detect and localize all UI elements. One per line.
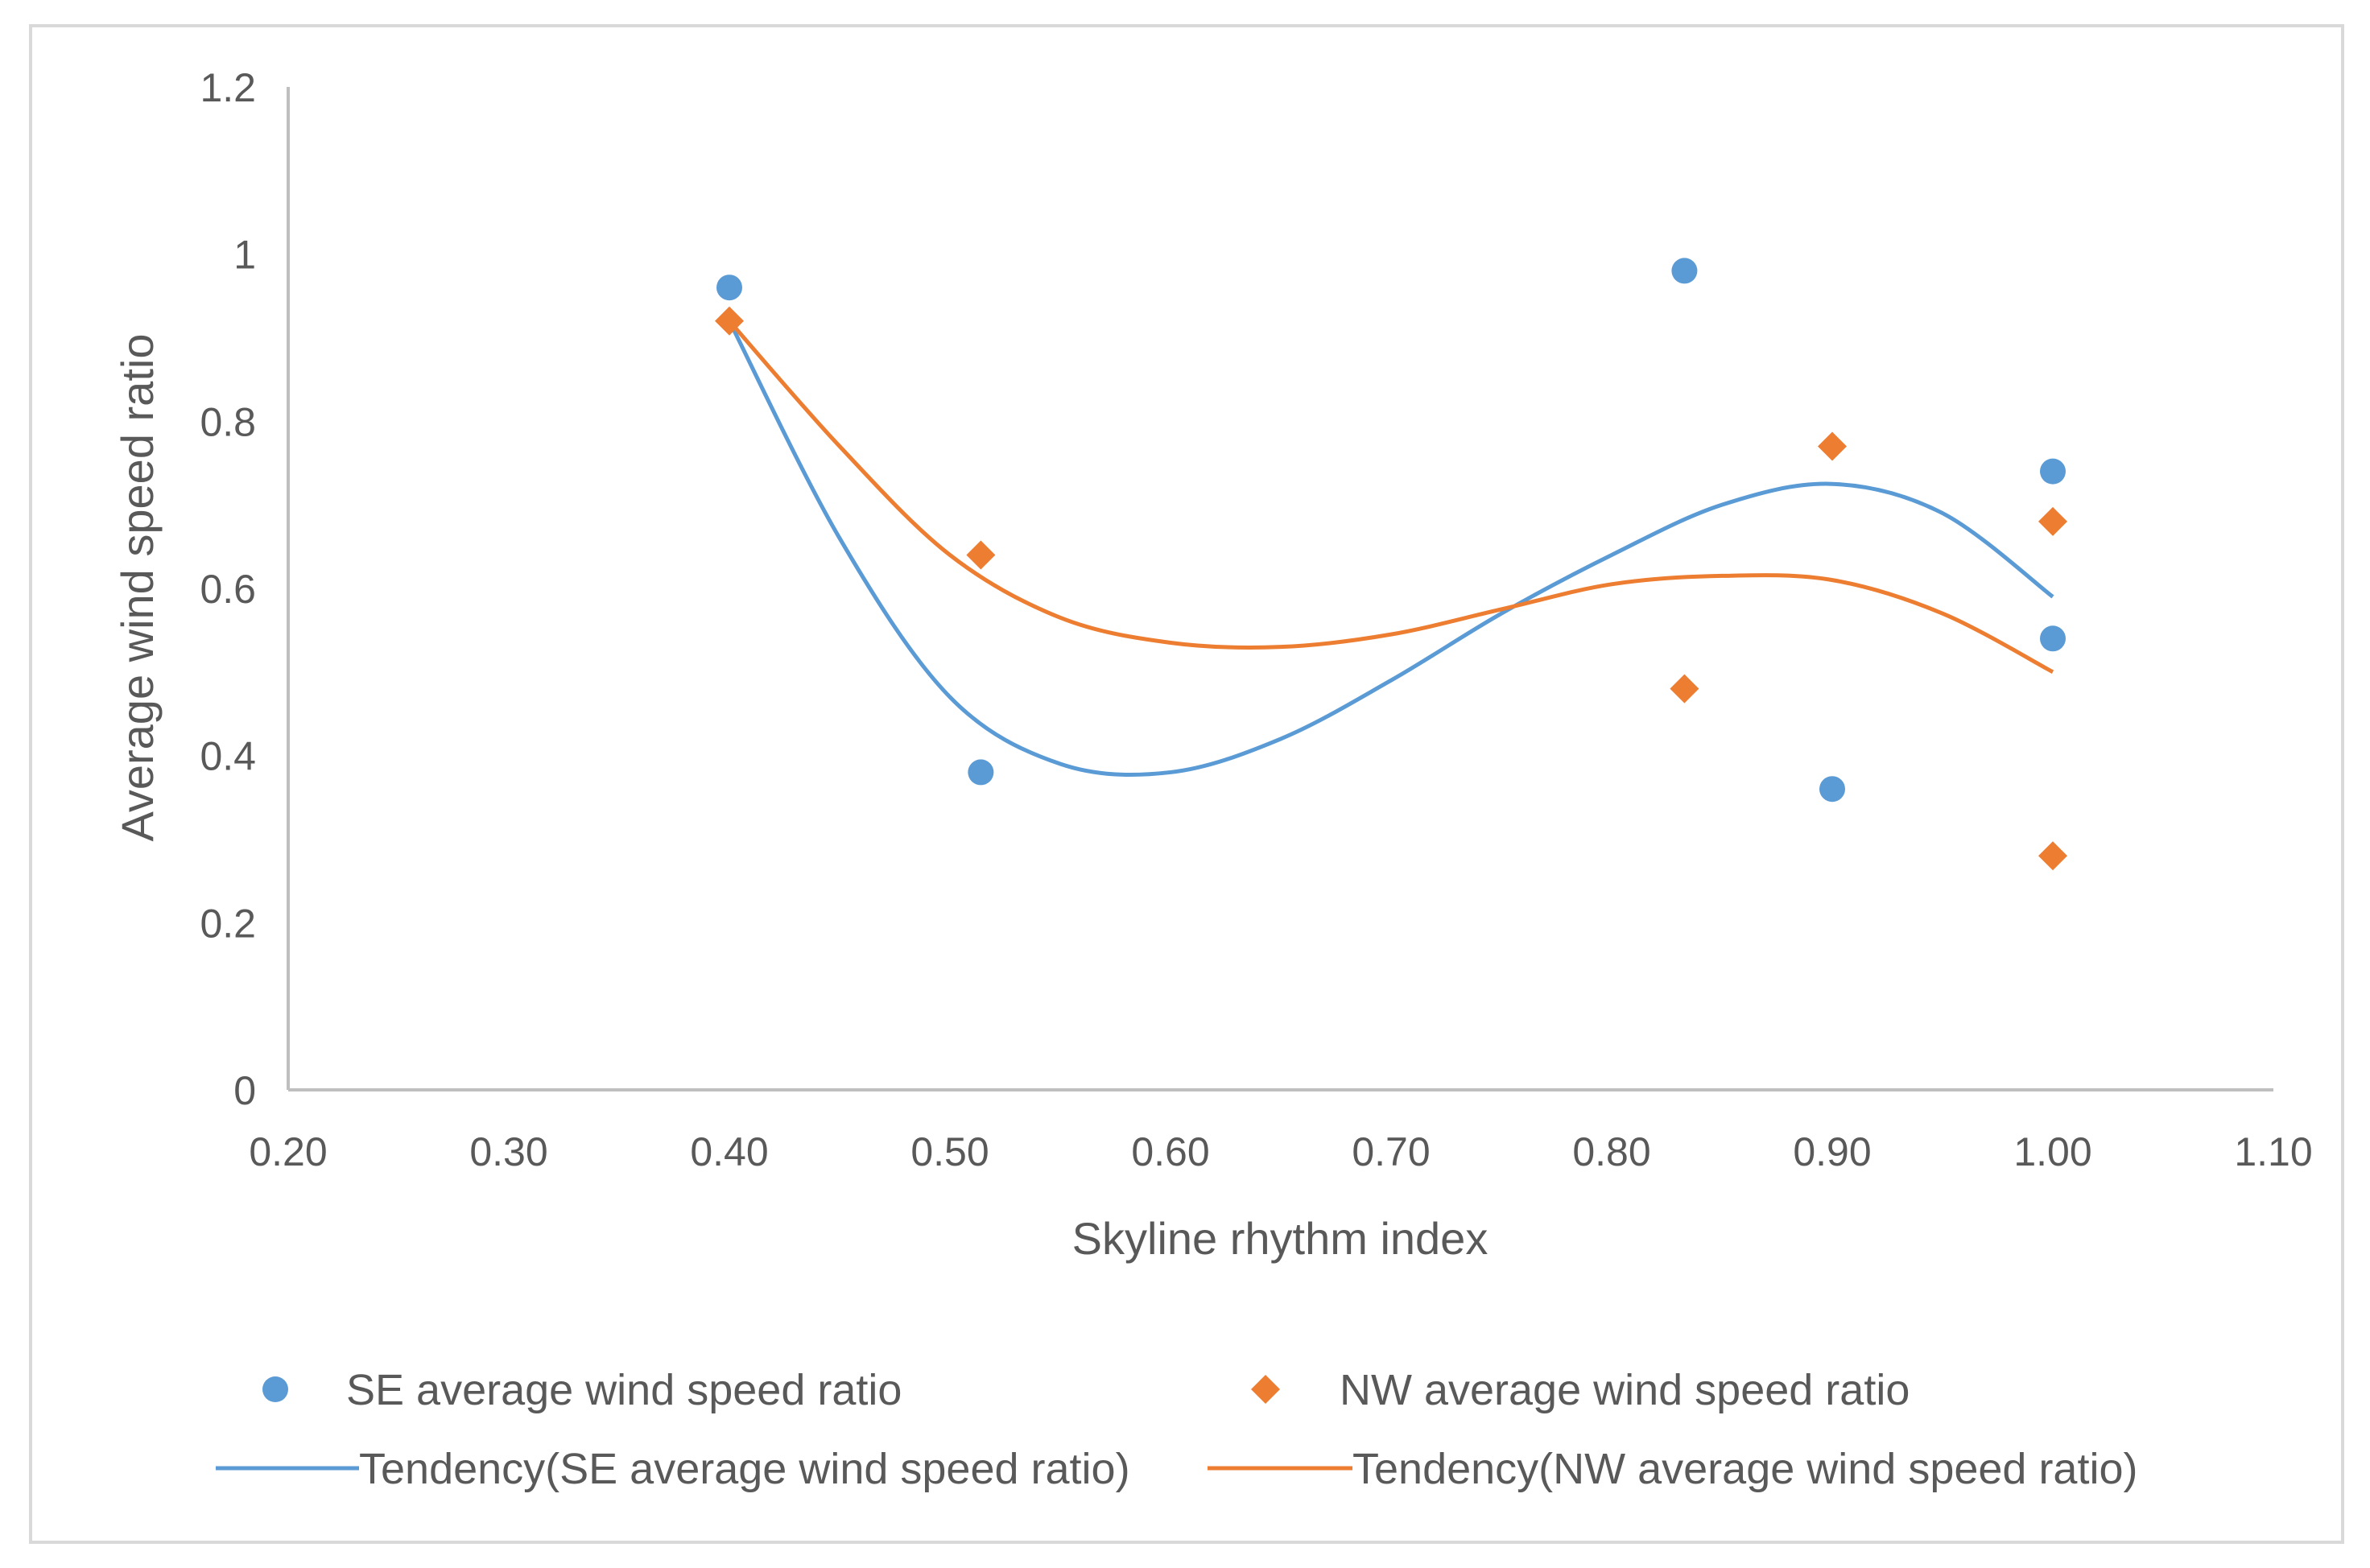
se-data-point (2040, 458, 2066, 485)
nw-trendline (728, 320, 2054, 675)
legend-item-nw-points: NW average wind speed ratio (1251, 1366, 1910, 1414)
y-tick-label: 0.4 (200, 734, 256, 779)
x-tick-label: 1.00 (2013, 1129, 2091, 1174)
y-tick-label: 0 (233, 1068, 256, 1113)
x-tick-label: 0.70 (1352, 1129, 1430, 1174)
se-data-point (1671, 258, 1698, 284)
nw-data-point (1818, 431, 1847, 461)
x-tick-label: 1.10 (2234, 1129, 2312, 1174)
se-data-point (716, 274, 742, 301)
nw-data-point (715, 306, 744, 336)
legend-diamond-marker (1251, 1375, 1280, 1404)
legend-label-se-points: SE average wind speed ratio (346, 1366, 902, 1414)
x-tick-label: 0.90 (1793, 1129, 1871, 1174)
x-axis-title: Skyline rhythm index (1072, 1213, 1488, 1264)
legend-label-nw-points: NW average wind speed ratio (1340, 1366, 1910, 1414)
se-data-point (2040, 625, 2066, 652)
y-tick-label: 0.8 (200, 399, 256, 444)
x-tick-label: 0.20 (249, 1129, 327, 1174)
se-trendline (727, 320, 2054, 778)
x-tick-label: 0.50 (910, 1129, 989, 1174)
legend-item-se-points: SE average wind speed ratio (262, 1366, 902, 1414)
nw-data-point (2038, 841, 2067, 871)
se-data-point (1819, 776, 1845, 803)
legend-item-se-trend: Tendency(SE average wind speed ratio) (216, 1445, 1130, 1493)
axes (287, 87, 2273, 1091)
trendlines (727, 320, 2054, 778)
y-tick-label: 0.6 (200, 567, 256, 612)
y-tick-label: 0.2 (200, 901, 256, 946)
y-tick-label: 1.2 (200, 65, 256, 110)
se-data-point (968, 759, 994, 786)
legend: SE average wind speed ratio NW average w… (216, 1366, 2137, 1493)
legend-label-se-trend: Tendency(SE average wind speed ratio) (359, 1445, 1130, 1493)
x-tick-label: 0.80 (1572, 1129, 1650, 1174)
x-tick-label: 0.60 (1131, 1129, 1209, 1174)
nw-data-point (1670, 674, 1699, 704)
y-axis-title: Average wind speed ratio (112, 334, 163, 842)
x-tick-labels: 0.20 0.30 0.40 0.50 0.60 0.70 0.80 0.90 1.00 1.10 (249, 1129, 2312, 1174)
nw-data-point (2038, 506, 2067, 536)
chart-frame (29, 24, 2344, 1544)
y-tick-label: 1 (233, 233, 256, 278)
x-tick-label: 0.40 (690, 1129, 768, 1174)
legend-label-nw-trend: Tendency(NW average wind speed ratio) (1352, 1445, 2137, 1493)
x-tick-label: 0.30 (469, 1129, 547, 1174)
data-markers (715, 258, 2067, 871)
y-tick-labels: 0 0.2 0.4 0.6 0.8 1 1.2 (200, 65, 256, 1113)
legend-circle-marker (262, 1376, 288, 1402)
nw-data-point (966, 540, 996, 570)
legend-item-nw-trend: Tendency(NW average wind speed ratio) (1208, 1445, 2137, 1493)
